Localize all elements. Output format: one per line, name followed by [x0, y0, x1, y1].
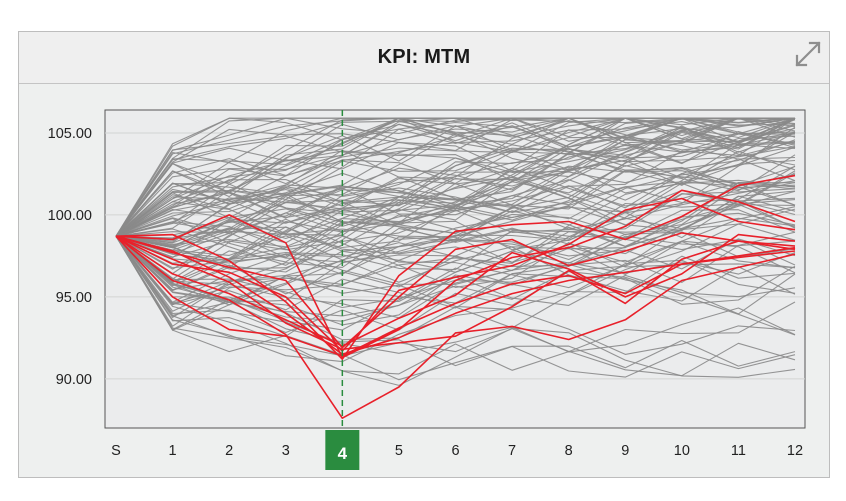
grey-series-line	[115, 117, 796, 283]
x-tick-label: 12	[787, 443, 803, 459]
grey-series-line	[115, 235, 796, 381]
grey-series-line	[115, 117, 795, 237]
grey-series-line	[115, 139, 796, 237]
grey-series-line	[115, 182, 796, 261]
grey-series-line	[115, 117, 795, 237]
grey-series-line	[115, 235, 796, 375]
grey-series-line	[115, 235, 796, 378]
x-tick-label: 5	[395, 443, 403, 459]
x-tick-labels: S 1 2 3 4 5 6 7 8 9 10 11 12	[111, 430, 803, 470]
grey-series-line	[115, 221, 796, 285]
grey-series-line	[115, 208, 796, 341]
panel-title: KPI: MTM	[377, 46, 471, 68]
highlight-series-line	[115, 174, 796, 361]
highlight-series-line	[115, 197, 796, 352]
grey-series-line	[115, 117, 796, 237]
grey-series-line	[115, 235, 796, 311]
grey-series-line	[115, 117, 796, 248]
grey-series-line	[115, 223, 796, 303]
grey-series-line	[115, 172, 796, 258]
grey-series-line	[115, 133, 795, 239]
grey-series-line	[115, 135, 796, 237]
highlight-series-line	[115, 235, 796, 420]
x-tick-label: 3	[282, 443, 290, 459]
grey-series-line	[115, 117, 795, 237]
grey-series-line	[115, 235, 796, 363]
y-tick-labels: 90.00 95.00 100.00 105.00	[48, 126, 92, 388]
grey-series-line	[115, 173, 796, 247]
x-tick-label: 4	[338, 444, 348, 463]
grey-series-line	[115, 158, 796, 327]
y-tick-label: 95.00	[56, 290, 92, 306]
grey-series-line	[115, 117, 796, 237]
highlight-marker-badge[interactable]	[325, 430, 360, 470]
x-tick-label: 8	[565, 443, 573, 459]
grey-series-line	[115, 127, 796, 237]
grey-series-line	[115, 117, 796, 240]
y-tick-label: 105.00	[48, 126, 92, 142]
highlight-series-line	[115, 235, 796, 351]
grey-series-line	[115, 199, 796, 295]
grey-series-line	[115, 154, 796, 260]
grey-series-line	[115, 176, 796, 246]
x-tick-label: 1	[169, 443, 177, 459]
grey-series-line	[115, 235, 796, 336]
x-tick-label: 9	[621, 443, 629, 459]
grey-series-line	[115, 203, 796, 304]
grey-series-line	[115, 235, 796, 354]
grey-series-group	[115, 117, 796, 386]
grey-series-line	[115, 122, 796, 237]
grey-series-line	[115, 165, 796, 237]
grey-series-line	[115, 235, 796, 377]
grey-series-line	[115, 149, 796, 249]
x-tick-label: 11	[731, 443, 746, 459]
grey-series-line	[115, 125, 796, 237]
x-tick-label: 7	[508, 443, 516, 459]
highlight-series-group	[115, 174, 796, 420]
grey-series-line	[115, 214, 796, 302]
y-tick-label: 100.00	[48, 208, 92, 224]
highlight-series-line	[115, 235, 796, 357]
panel-header: KPI: MTM	[19, 32, 829, 84]
highlight-series-line	[115, 189, 796, 359]
highlight-series-line	[115, 233, 796, 347]
grey-series-line	[115, 197, 796, 243]
grey-series-line	[115, 186, 796, 259]
expand-icon[interactable]	[793, 39, 823, 69]
y-tick-label: 90.00	[56, 372, 92, 388]
highlight-series-line	[115, 232, 796, 349]
x-tick-label: 6	[451, 443, 459, 459]
x-tick-label: S	[111, 443, 121, 459]
x-tick-label: 10	[674, 443, 690, 459]
grey-series-line	[115, 117, 796, 237]
x-tick-label: 2	[225, 443, 233, 459]
